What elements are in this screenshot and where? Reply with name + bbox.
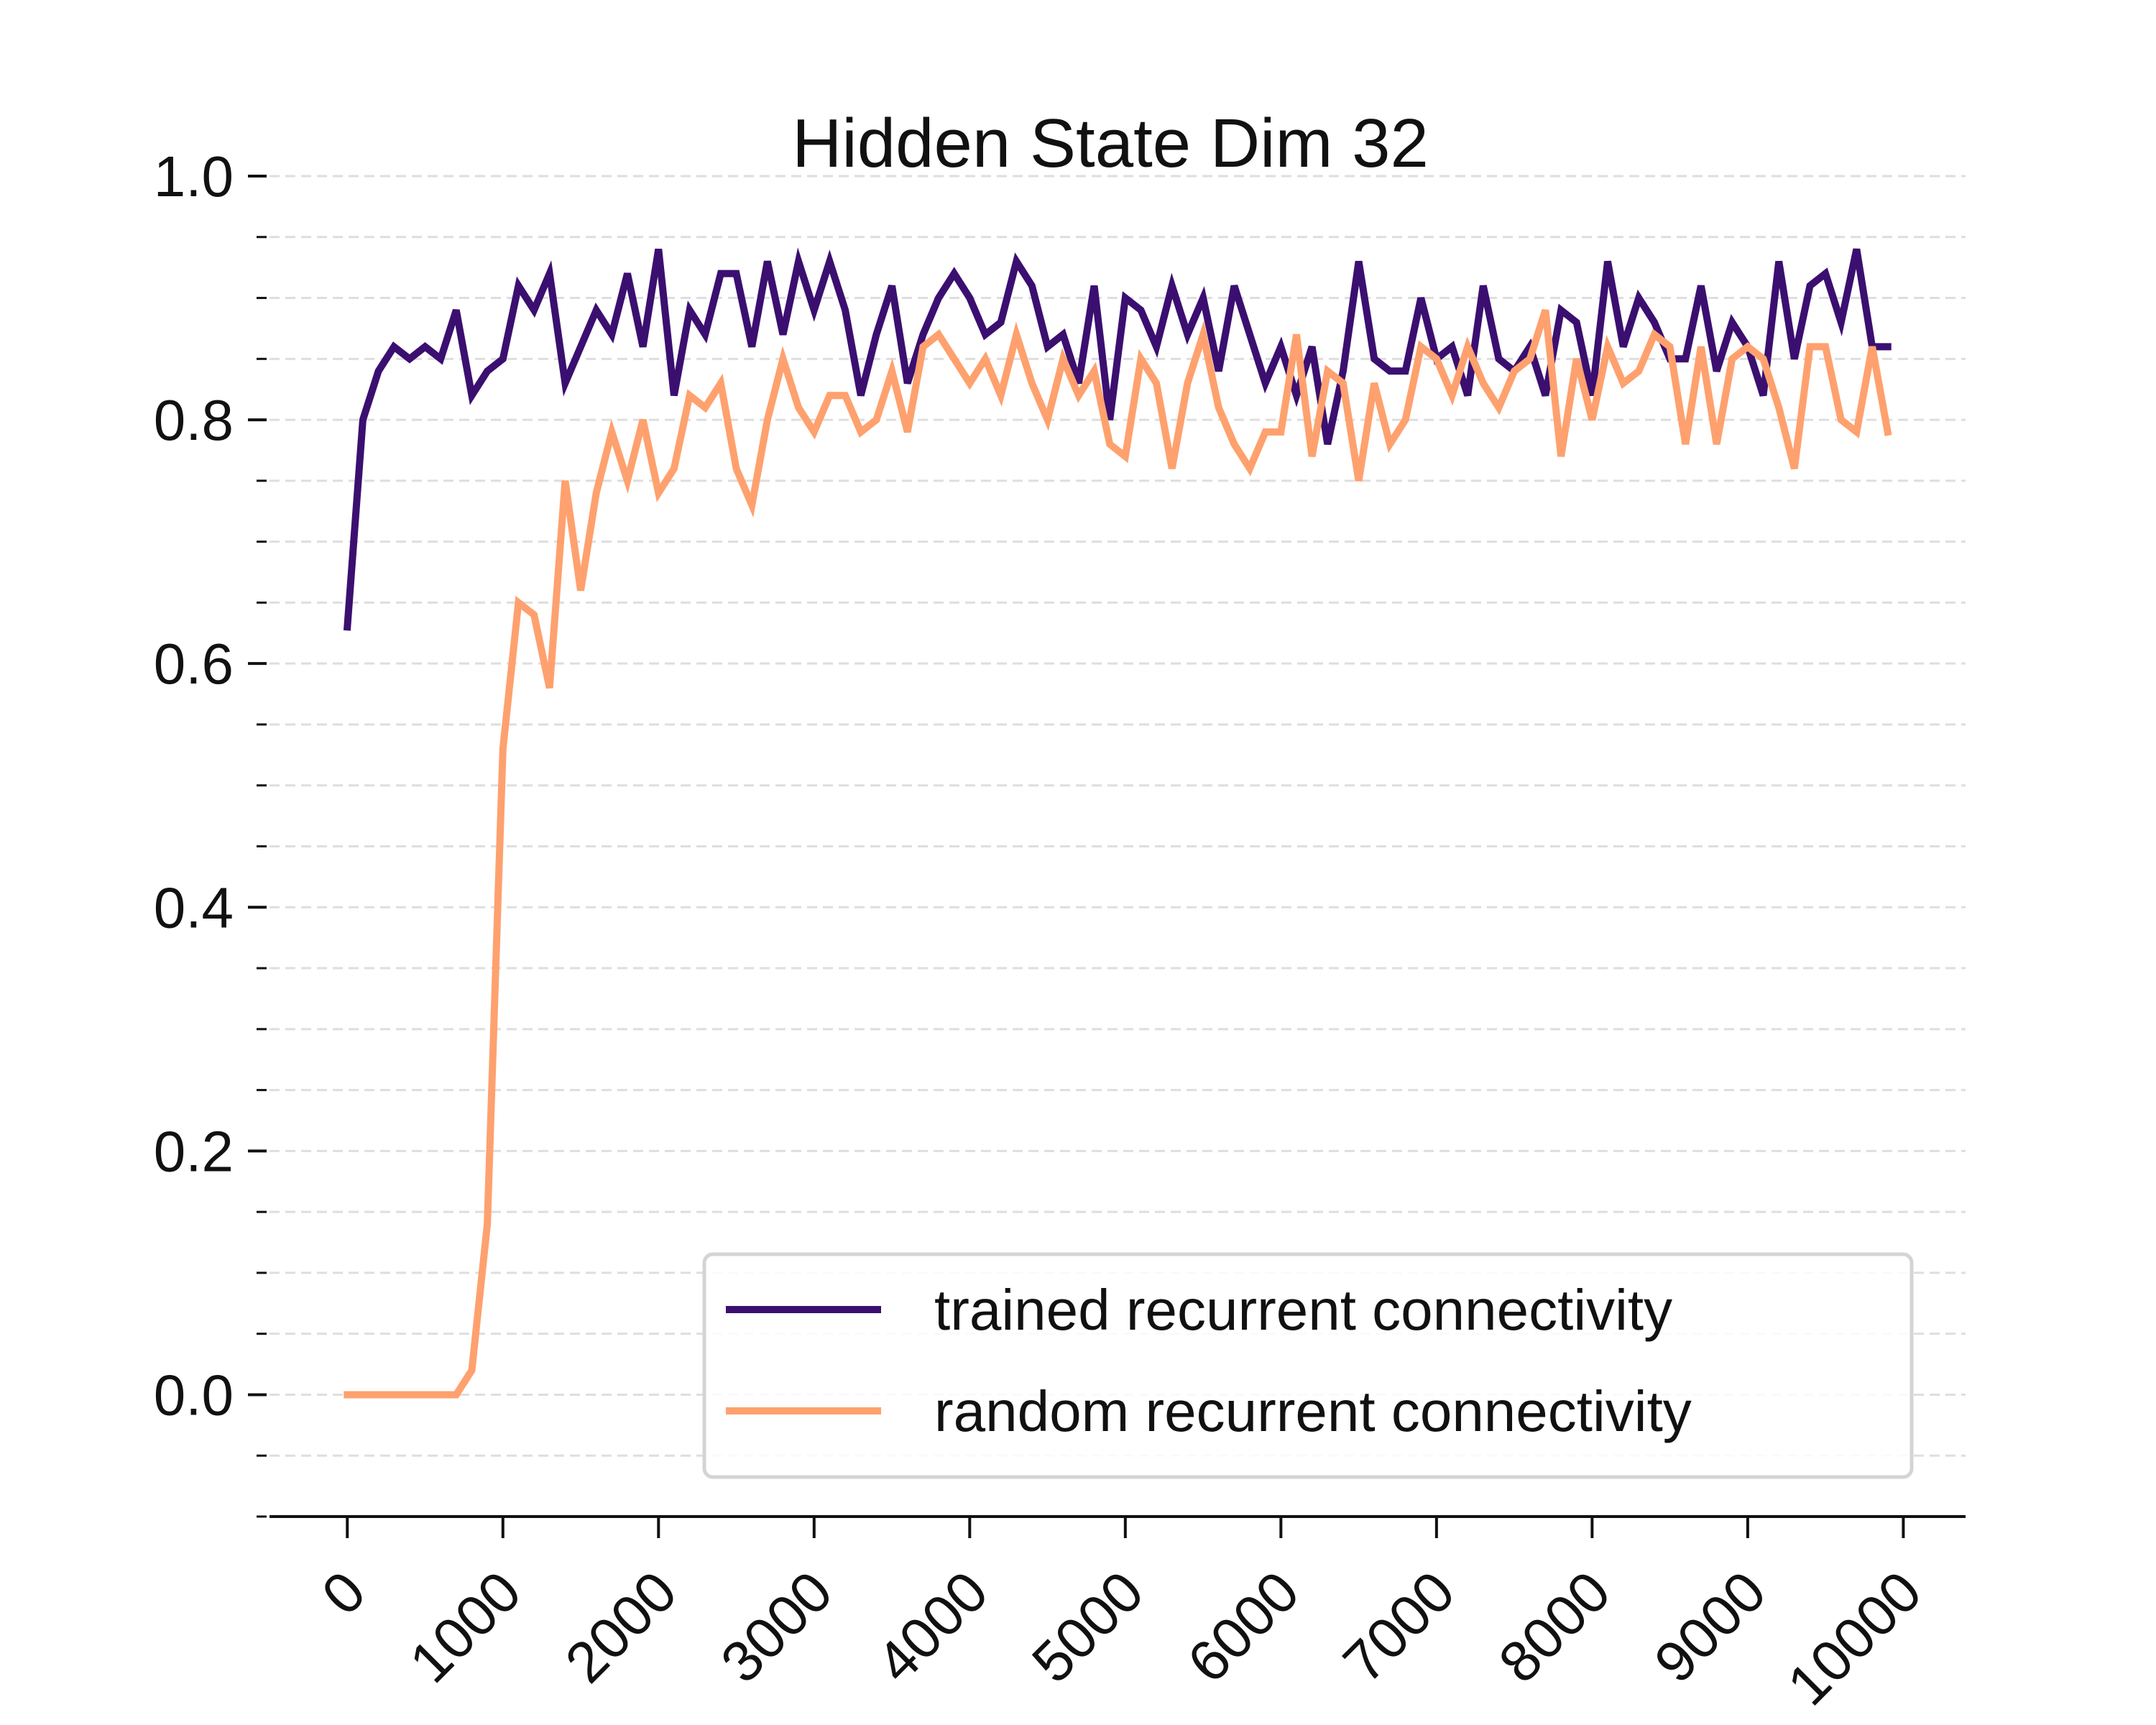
series-layer (343, 247, 1892, 1399)
y-tick-label: 0.0 (154, 1363, 234, 1427)
y-tick-label: 1.0 (154, 144, 234, 208)
legend-frame (702, 1252, 1914, 1479)
series-line-trained (343, 247, 1892, 631)
y-tick-label: 0.6 (154, 632, 234, 696)
chart-title: Hidden State Dim 32 (792, 105, 1429, 182)
legend-label-trained: trained recurrent connectivity (934, 1278, 1672, 1342)
y-tick-label: 0.8 (154, 388, 234, 452)
y-tick-label: 0.2 (154, 1119, 234, 1183)
legend-label-random: random recurrent connectivity (934, 1379, 1692, 1443)
legend: trained recurrent connectivity random re… (702, 1252, 1914, 1479)
y-tick-label: 0.4 (154, 875, 234, 939)
series-line-random (344, 308, 1892, 1399)
